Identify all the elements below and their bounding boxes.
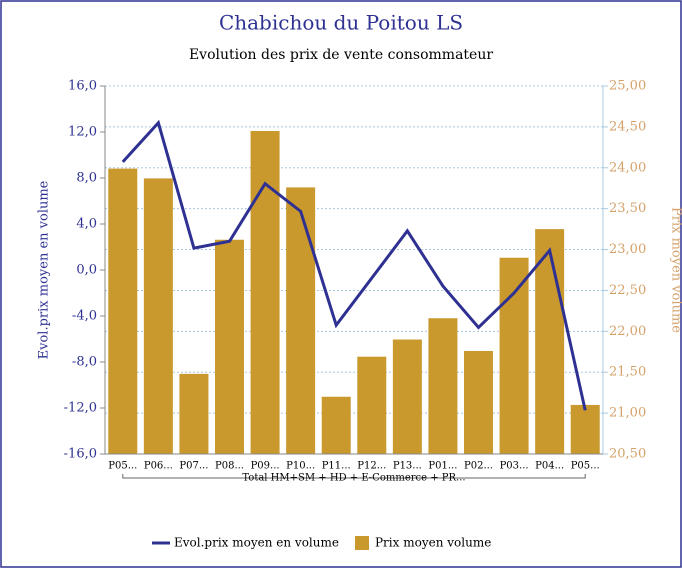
bar [499,257,529,454]
y2-tick-label: 24,50 [609,119,646,134]
bar [215,239,244,454]
y-tick-label: 16,0 [68,79,97,94]
x-tick-label: P09... [251,461,280,472]
y2-tick-label: 24,00 [609,160,646,175]
bar [464,350,493,454]
y-tick-label: -12,0 [64,401,97,416]
bar [286,187,316,454]
y-tick-label: -4,0 [72,309,97,324]
chart-title: Chabichou du Poitou LS [219,11,463,35]
legend-label: Evol.prix moyen en volume [174,536,339,550]
bar [179,373,209,454]
group-label: Total HM+SM + HD + E-Commerce + PR... [242,473,465,484]
bar [428,318,458,454]
y2-tick-label: 22,00 [609,324,646,339]
y2-tick-label: 23,50 [609,201,646,216]
x-tick-label: P11... [322,461,351,472]
y2-tick-label: 21,00 [609,406,646,421]
x-tick-label: P05... [571,461,600,472]
group-bracket [122,474,586,479]
y-tick-label: 0,0 [76,263,97,278]
y2-tick-label: 23,00 [609,242,646,257]
x-tick-label: P12... [357,461,386,472]
bar [570,404,600,454]
bar [357,356,387,454]
y2-axis-title: Prix moyen volume [669,207,682,333]
y2-tick-label: 21,50 [609,365,646,380]
y-tick-label: 8,0 [76,171,97,186]
y-tick-label: -8,0 [72,355,97,370]
y-tick-label: 12,0 [68,125,97,140]
y-axis-title: Evol.prix moyen en volume [37,180,52,359]
bar [108,168,138,454]
x-tick-label: P04... [535,461,564,472]
x-tick-label: P13... [393,461,422,472]
bar [143,178,173,455]
y2-tick-label: 20,50 [609,447,646,462]
bar [535,229,565,454]
x-tick-label: P05... [108,461,137,472]
x-tick-label: P02... [464,461,493,472]
x-tick-label: P03... [500,461,529,472]
line [121,119,587,411]
bar [321,396,351,454]
y2-tick-label: 22,50 [609,283,646,298]
legend-swatch [354,536,369,550]
x-tick-label: P01... [428,461,457,472]
legend-label: Prix moyen volume [375,536,491,550]
x-tick-label: P10... [286,461,315,472]
y2-tick-label: 25,00 [609,79,646,94]
bar [250,130,280,454]
x-tick-label: P06... [144,461,173,472]
y-tick-label: 4,0 [76,217,97,232]
y-tick-label: -16,0 [64,447,97,462]
x-tick-label: P08... [215,461,244,472]
x-tick-label: P07... [179,461,208,472]
chart-subtitle: Evolution des prix de vente consommateur [189,47,493,63]
bar [392,339,422,454]
